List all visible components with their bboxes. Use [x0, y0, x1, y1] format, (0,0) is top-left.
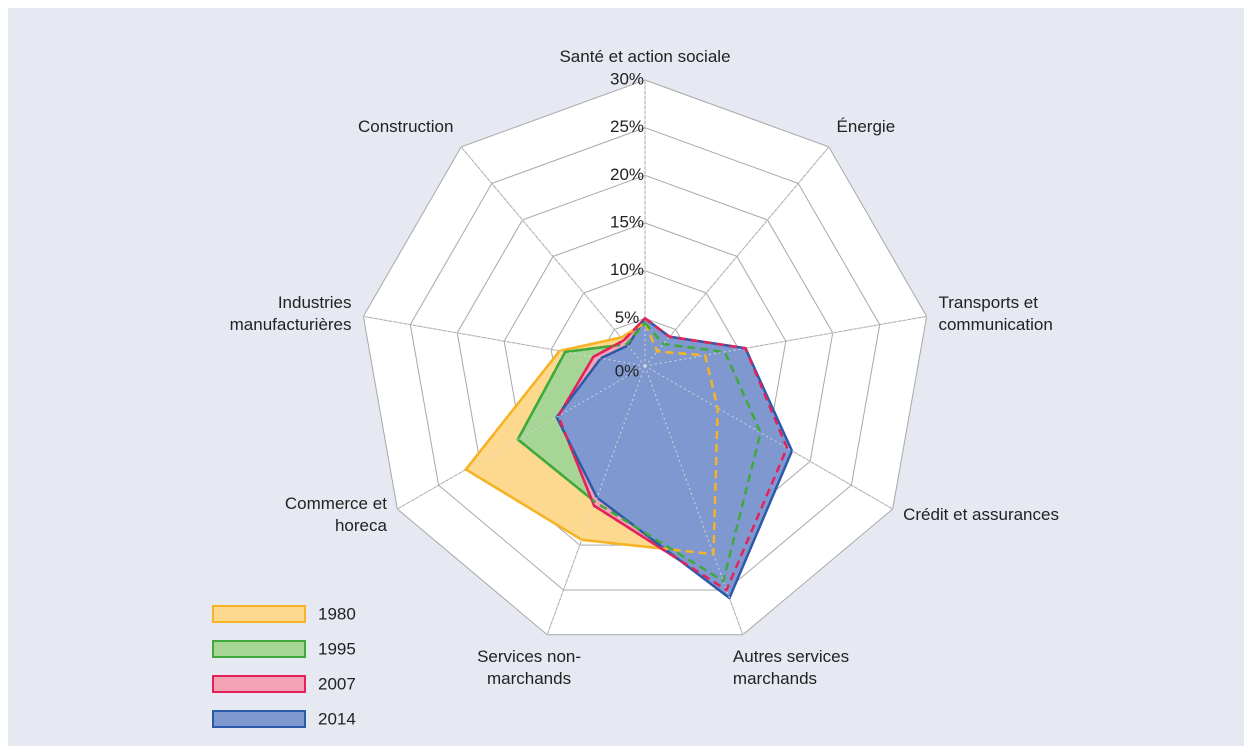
category-label: Énergie — [836, 116, 896, 136]
y-tick-label: 10% — [610, 260, 644, 279]
y-tick-label: 20% — [610, 165, 644, 184]
category-label: Autres services marchands — [732, 647, 850, 689]
legend-swatch — [212, 640, 306, 658]
grid-ring — [409, 127, 881, 591]
chart: 0% 5% 10% 15% 20% 25% 30% 1980 1995 2007 2014 Sant… — [8, 8, 1244, 746]
legend-label: 2007 — [318, 674, 356, 693]
radar-chart: 0% 5% 10% 15% 20% 25% 30% 1980 1995 2007 2014 — [212, 69, 928, 728]
series-outline — [463, 321, 719, 556]
legend-label: 1995 — [318, 639, 356, 658]
legend-swatch — [212, 710, 306, 728]
category-label: Commerce et horeca — [284, 494, 387, 535]
category-label: Construction — [358, 116, 454, 136]
grid-ring — [362, 79, 928, 636]
category-label: Transports et communication — [938, 293, 1053, 335]
series-outline — [516, 321, 762, 583]
legend-label: 1980 — [318, 604, 356, 623]
category-label: Services non-marchands — [477, 647, 582, 689]
y-tick-label: 0% — [615, 361, 640, 380]
category-label: Santé et action sociale — [559, 47, 731, 66]
spoke — [460, 146, 646, 367]
y-tick-label: 30% — [610, 69, 644, 88]
legend-swatch — [212, 605, 306, 623]
legend-label: 2014 — [318, 709, 356, 728]
category-label: Industries manufacturières — [229, 293, 352, 335]
y-tick-label: 25% — [610, 117, 644, 136]
series-outline — [556, 316, 789, 592]
category-label: Crédit et assurances — [903, 505, 1059, 524]
y-tick-label: 15% — [610, 212, 644, 231]
y-tick-label: 5% — [615, 308, 640, 327]
spoke — [644, 146, 830, 367]
legend-swatch — [212, 675, 306, 693]
